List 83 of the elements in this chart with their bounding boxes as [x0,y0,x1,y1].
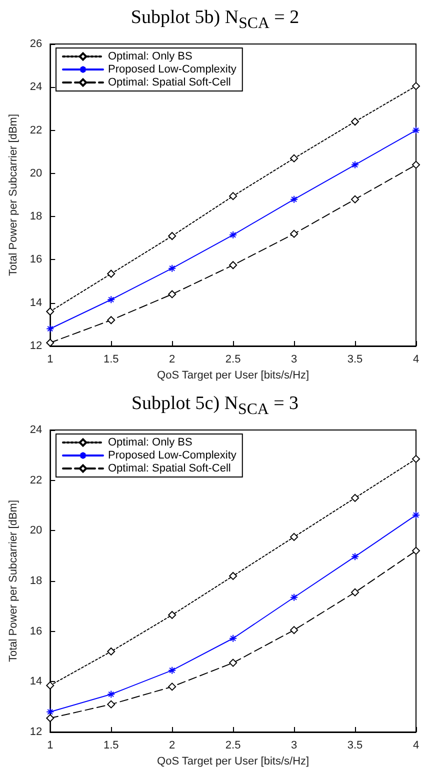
point [412,160,420,169]
point [351,552,360,561]
legend-label: Proposed Low-Complexity [108,64,237,76]
point [107,690,116,698]
point [107,700,116,708]
y-tick-label: 18 [30,210,42,223]
point [107,647,116,656]
point [46,307,54,316]
point [107,296,116,304]
point [168,290,176,298]
point [351,588,360,596]
legend-label: Optimal: Only BS [108,436,192,448]
point [46,681,54,690]
point [107,316,116,324]
y-tick-label: 24 [30,81,42,94]
point [168,610,176,619]
y-tick-label: 22 [30,474,42,486]
point [351,118,360,126]
x-tick-label: 4 [412,740,420,752]
point [412,126,420,134]
x-tick-label: 2 [169,354,176,366]
point [168,666,176,674]
x-tick-label: 1.5 [103,354,119,366]
point [290,154,298,162]
y-axis-title: Total Power per Subcarrier [dBm] [8,114,20,276]
point [412,454,420,463]
x-tick-label: 1.5 [103,740,119,752]
point [229,658,238,667]
x-tick-label: 1 [47,354,54,366]
x-tick-label: 3 [290,354,298,366]
y-tick-label: 12 [30,340,42,352]
point [229,261,238,270]
y-tick-label: 22 [30,124,42,136]
x-tick-label: 3.5 [347,354,363,366]
point [351,160,360,169]
y-tick-label: 14 [30,296,42,309]
point [412,546,420,555]
point [46,714,54,722]
point [290,626,298,634]
y-tick-label: 16 [30,625,42,638]
y-tick-label: 16 [30,254,42,266]
x-tick-label: 3.5 [347,740,363,752]
point [168,682,176,691]
point [46,338,54,347]
x-axis-title: QoS Target per User [bits/s/Hz] [157,369,310,382]
point [107,270,116,278]
x-tick-label: 2.5 [225,740,241,752]
point [412,511,420,520]
point [351,494,360,502]
x-tick-label: 1 [47,740,54,752]
legend-label: Optimal: Only BS [108,50,192,62]
legend-label: Proposed Low-Complexity [108,450,237,462]
point [290,593,298,602]
chart-title: Subplot 5c) N$_{SCA}$ = 3 [130,392,300,420]
point [412,82,420,90]
point [229,634,238,642]
point [290,195,298,204]
x-tick-label: 3 [290,740,298,752]
y-axis-title: Total Power per Subcarrier [dBm] [8,500,20,662]
x-axis-title: QoS Target per User [bits/s/Hz] [157,755,310,768]
point [46,324,54,333]
point [229,230,238,239]
point [229,572,238,580]
x-tick-label: 4 [412,354,420,366]
point [351,195,360,204]
point [168,232,176,240]
x-tick-label: 2.5 [225,354,241,366]
y-tick-label: 20 [30,524,42,537]
point [229,192,238,200]
y-tick-label: 12 [30,726,42,738]
point [290,230,298,238]
y-tick-label: 26 [30,38,42,50]
point [290,532,298,541]
y-tick-label: 18 [30,575,42,587]
legend-label: Optimal: Spatial Soft-Cell [108,76,231,88]
y-tick-label: 14 [30,676,42,688]
y-tick-label: 20 [30,167,42,180]
chart-title: Subplot 5b) N$_{SCA}$ = 2 [130,6,300,34]
legend-label: Optimal: Spatial Soft-Cell [108,462,231,474]
point [168,264,176,272]
x-tick-label: 2 [169,740,176,752]
y-tick-label: 24 [30,424,42,436]
point [46,708,54,716]
